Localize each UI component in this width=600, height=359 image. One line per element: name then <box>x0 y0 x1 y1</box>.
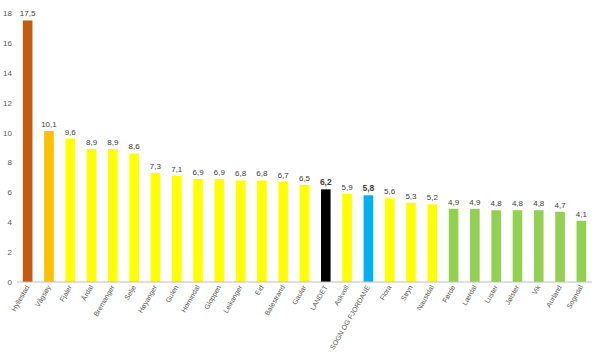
bar <box>151 173 161 282</box>
x-tick-label: Gloppen <box>203 284 223 311</box>
bar <box>23 20 33 282</box>
x-tick-label: Luster <box>483 283 499 304</box>
bar <box>193 179 203 282</box>
x-tick-label: SOGN OG FJORDANE <box>329 284 372 351</box>
x-axis-line <box>17 282 592 283</box>
data-label: 6,9 <box>214 168 226 177</box>
y-tick-label: 2 <box>8 248 13 257</box>
x-tick-label: Aurland <box>545 284 563 308</box>
x-tick-label: Årdal <box>79 283 94 302</box>
data-label: 9,6 <box>65 128 77 137</box>
data-label: 4,9 <box>469 198 481 207</box>
data-label: 8,9 <box>107 138 119 147</box>
bar <box>172 176 182 282</box>
bar <box>108 149 118 282</box>
data-label: 7,3 <box>150 162 162 171</box>
bar <box>87 149 97 282</box>
x-tick-label: Vågsøy <box>34 284 53 309</box>
data-label: 4,9 <box>448 198 460 207</box>
y-tick-label: 12 <box>3 99 12 108</box>
bar <box>364 195 374 282</box>
x-tick-label: Høyanger <box>137 283 160 314</box>
y-tick-label: 0 <box>8 278 13 287</box>
x-tick-label: Stryn <box>400 284 415 302</box>
x-tick-label: Fjaler <box>58 283 74 303</box>
x-tick-label: Selje <box>123 284 138 302</box>
bar <box>513 210 523 282</box>
bar <box>449 209 459 282</box>
x-tick-label: Balestrand <box>263 284 286 317</box>
data-label: 6,8 <box>235 169 247 178</box>
bars <box>23 20 586 282</box>
data-label: 7,1 <box>171 165 183 174</box>
y-tick-label: 4 <box>8 218 13 227</box>
bar <box>470 209 480 282</box>
bar <box>427 204 437 282</box>
data-label: 8,6 <box>129 142 141 151</box>
bar <box>129 153 139 282</box>
data-label: 5,9 <box>342 183 354 192</box>
bar <box>236 180 246 282</box>
data-label: 5,6 <box>384 187 396 196</box>
bar <box>65 139 75 282</box>
x-tick-label: Naustdal <box>415 284 435 312</box>
x-tick-label: LANDET <box>309 283 329 311</box>
data-label: 4,8 <box>512 199 524 208</box>
bar <box>257 180 267 282</box>
data-label: 6,7 <box>278 171 290 180</box>
x-tick-label: Førde <box>441 284 456 304</box>
chart: 0 2 4 6 8 10 12 14 16 18 17,5 10,1 9,6 8,9 8,9 8,6 7,3 7,… <box>0 0 600 359</box>
data-label: 6,2 <box>320 177 332 187</box>
bar <box>321 189 331 282</box>
bar <box>534 210 544 282</box>
bar <box>577 221 587 282</box>
x-tick-label: Hyllestad <box>10 284 31 313</box>
x-tick-label: Sogndal <box>565 284 585 311</box>
x-tick-label: Lærdal <box>461 284 478 307</box>
data-label: 10,1 <box>41 120 57 129</box>
x-tick-label: Hornindal <box>180 284 201 314</box>
x-tick-label: Leikanger <box>222 283 245 314</box>
data-label: 6,9 <box>192 168 204 177</box>
y-tick-label: 10 <box>3 129 12 138</box>
data-label: 4,8 <box>491 199 503 208</box>
y-tick-label: 14 <box>3 69 12 78</box>
x-tick-label: Gulen <box>164 284 179 304</box>
x-tick-label: Bremanger <box>92 283 117 318</box>
bar <box>215 179 225 282</box>
x-tick-label: Gaular <box>291 283 308 305</box>
data-label: 5,3 <box>405 192 417 201</box>
y-tick-label: 16 <box>3 39 12 48</box>
y-tick-label: 18 <box>3 9 12 18</box>
bar <box>491 210 501 282</box>
bar <box>300 185 310 282</box>
data-label: 4,7 <box>554 201 566 210</box>
x-tick-label: Eid <box>254 284 265 296</box>
bar <box>385 198 395 282</box>
data-label: 5,2 <box>427 193 439 202</box>
y-tick-label: 6 <box>8 188 13 197</box>
bar <box>406 203 416 282</box>
data-label: 5,8 <box>362 183 374 193</box>
bar <box>342 194 352 282</box>
data-label: 17,5 <box>20 9 36 18</box>
bar <box>44 131 54 282</box>
bar <box>555 212 565 282</box>
data-label: 6,5 <box>299 174 311 183</box>
x-tick-label: Jølster <box>504 283 521 305</box>
data-label: 6,8 <box>256 169 268 178</box>
x-tick-label: Vik <box>531 284 542 296</box>
bar <box>278 182 288 282</box>
data-label: 4,8 <box>533 199 545 208</box>
data-label: 4,1 <box>576 210 588 219</box>
x-tick-label: Askvoll <box>333 284 350 307</box>
data-label: 8,9 <box>86 138 98 147</box>
x-tick-label: Flora <box>379 284 393 301</box>
y-tick-label: 8 <box>8 158 13 167</box>
